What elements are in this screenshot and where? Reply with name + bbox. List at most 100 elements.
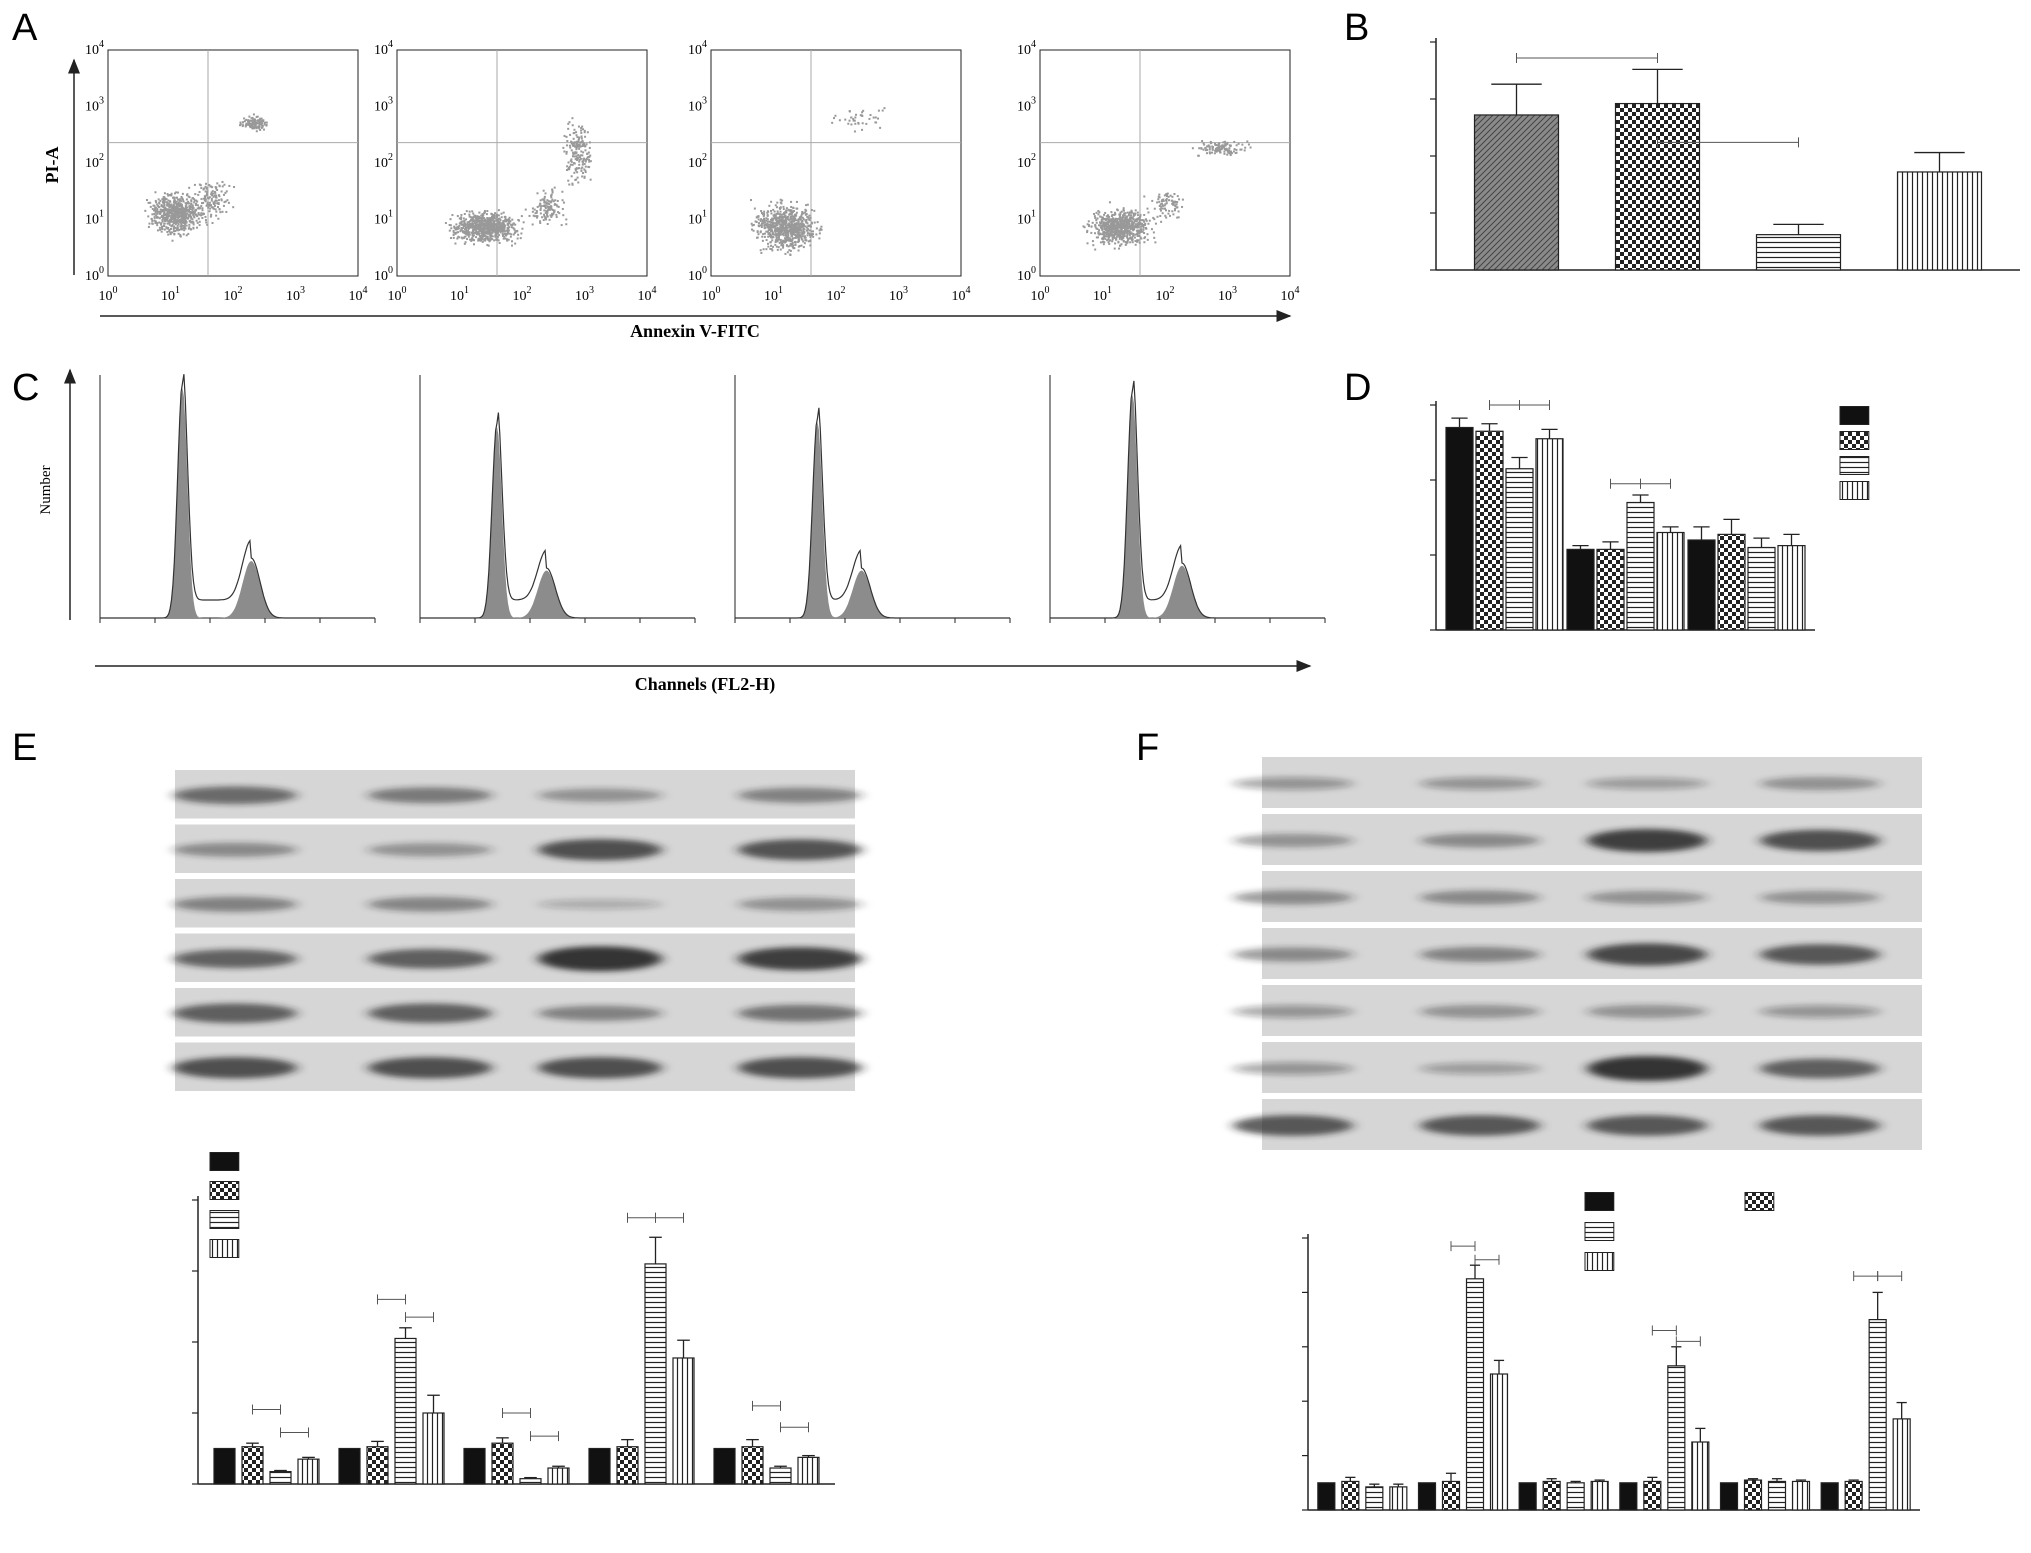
event-dot [761,235,764,238]
y-tick-exponent: 3 [702,96,707,107]
blot-band [1587,943,1707,966]
event-dot [807,217,810,220]
event-dot [453,227,456,230]
event-dot [791,241,794,244]
event-dot [165,198,168,201]
event-dot [472,239,475,242]
event-dot [1103,241,1106,244]
event-dot [782,244,785,247]
event-dot [185,221,188,224]
event-dot [1123,212,1126,215]
event-dot [785,225,788,228]
event-dot [217,194,220,197]
event-dot [812,235,815,238]
blot-band [538,839,662,861]
y-tick-label: 101 [374,209,393,228]
event-dot [546,199,549,202]
event-dot [457,225,460,228]
event-dot [511,244,514,247]
event-dot [1106,214,1109,217]
event-dot [160,230,163,233]
x-tick-exponent: 3 [903,285,908,296]
event-dot [1093,232,1096,235]
event-dot [1116,220,1119,223]
event-dot [1181,205,1184,208]
event-dot [1113,233,1116,236]
event-dot [500,227,503,230]
event-dot [487,231,490,234]
event-dot [172,209,175,212]
event-dot [1116,233,1119,236]
event-dot [453,225,456,228]
event-dot [1122,230,1125,233]
event-dot [258,122,261,125]
event-dot [806,232,809,235]
event-dot [1110,211,1113,214]
bar [241,1446,264,1485]
event-dot [807,228,810,231]
event-dot [1090,225,1093,228]
bar [1717,533,1746,631]
event-dot [204,215,207,218]
event-dot [784,216,787,219]
event-dot [551,188,554,191]
event-dot [192,215,195,218]
blot-band [1420,777,1540,790]
bar [741,1446,764,1485]
blot-band [368,948,492,969]
event-dot [1168,209,1171,212]
event-dot [507,229,510,232]
event-dot [1207,144,1210,147]
bar [1475,430,1504,631]
event-dot [1123,220,1126,223]
event-dot [869,114,872,117]
event-dot [181,216,184,219]
event-dot [1125,230,1128,233]
event-dot [467,224,470,227]
event-dot [164,209,167,212]
x-tick-label: 102 [513,285,532,304]
event-dot [1101,228,1104,231]
event-dot [571,141,574,144]
event-dot [216,182,219,185]
event-dot [202,197,205,200]
event-dot [780,215,783,218]
event-dot [250,117,253,120]
event-dot [551,214,554,217]
event-dot [782,229,785,232]
event-dot [1200,147,1203,150]
blot-band [1760,1115,1880,1136]
event-dot [551,189,554,192]
event-dot [462,230,465,233]
event-dot [760,211,763,214]
event-dot [218,195,221,198]
event-dot [1103,234,1106,237]
bar [588,1447,611,1485]
event-dot [787,208,790,211]
event-dot [779,238,782,241]
bar [1747,546,1776,631]
event-dot [793,219,796,222]
event-dot [571,182,574,185]
event-dot [791,229,794,232]
event-dot [587,155,590,158]
event-dot [1122,231,1125,234]
event-dot [466,231,469,234]
event-dot [809,239,812,242]
event-dot [1101,218,1104,221]
event-dot [1131,216,1134,219]
event-dot [573,144,576,147]
event-dot [751,228,754,231]
event-dot [146,199,149,202]
event-dot [492,229,495,232]
event-dot [183,212,186,215]
blot-band [1420,1004,1540,1019]
event-dot [568,121,571,124]
event-dot [1233,148,1236,151]
event-dot [531,223,534,226]
event-dot [176,208,179,211]
event-dot [782,208,785,211]
event-dot [461,220,464,223]
event-dot [187,227,190,230]
x-tick-label: 102 [827,285,846,304]
